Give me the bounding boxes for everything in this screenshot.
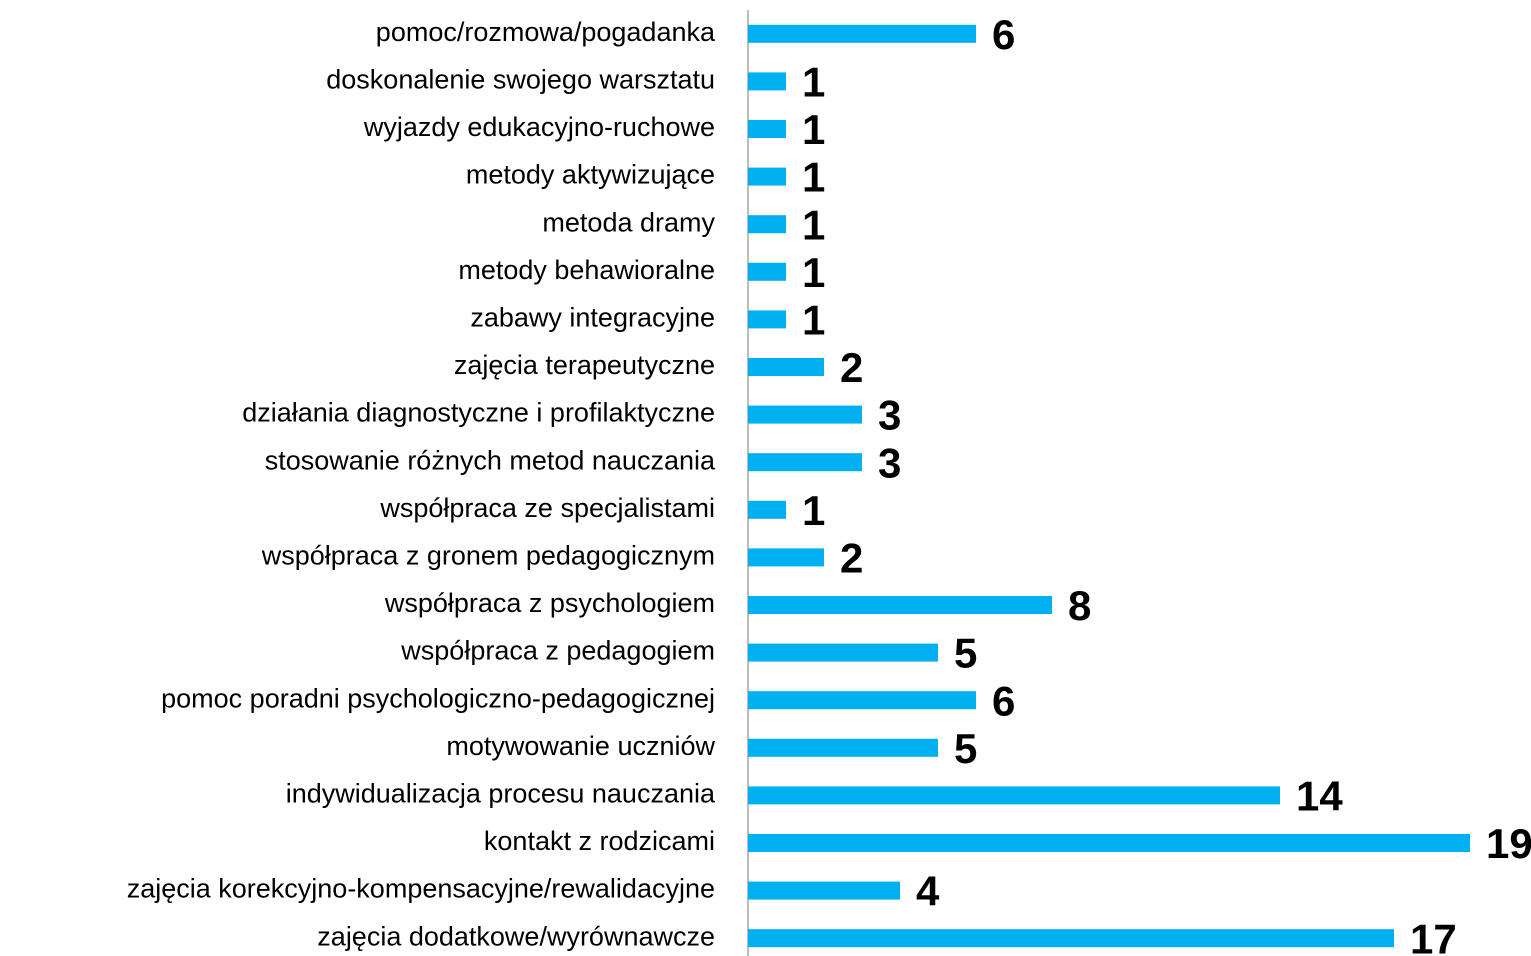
bar (748, 72, 786, 91)
value-label: 1 (802, 106, 825, 153)
category-label: wyjazdy edukacyjno-ruchowe (363, 112, 715, 142)
category-label: indywidualizacja procesu nauczania (286, 779, 716, 809)
bar (748, 929, 1394, 948)
category-label: współpraca ze specjalistami (379, 493, 715, 523)
bar (748, 120, 786, 138)
value-label: 5 (954, 630, 977, 677)
category-label: zajęcia terapeutyczne (454, 350, 715, 380)
category-label: zabawy integracyjne (470, 303, 715, 333)
bar (748, 24, 976, 43)
bar (748, 643, 938, 662)
bar (748, 310, 786, 329)
value-label: 1 (802, 154, 825, 201)
bar (748, 786, 1280, 805)
value-label: 1 (802, 296, 825, 343)
value-label: 2 (840, 534, 863, 581)
category-label: metody aktywizujące (466, 160, 715, 190)
category-label: pomoc/rozmowa/pogadanka (376, 17, 716, 47)
value-label: 6 (992, 677, 1015, 724)
bar (748, 596, 1052, 614)
category-label: kontakt z rodzicami (484, 826, 715, 856)
bar (748, 500, 786, 519)
bar (748, 548, 824, 567)
value-label: 3 (878, 392, 901, 439)
value-label: 1 (802, 58, 825, 105)
value-label: 19 (1486, 820, 1531, 867)
category-label: doskonalenie swojego warsztatu (326, 65, 715, 95)
category-label: stosowanie różnych metod nauczania (265, 445, 716, 475)
category-label: działania diagnostyczne i profilaktyczne (242, 398, 715, 428)
value-label: 1 (802, 249, 825, 296)
category-label: metoda dramy (542, 207, 715, 237)
category-label: pomoc poradni psychologiczno-pedagogiczn… (161, 683, 715, 713)
category-label: współpraca z psychologiem (384, 588, 715, 618)
value-label: 14 (1296, 772, 1343, 819)
value-label: 8 (1068, 582, 1091, 629)
bar (748, 405, 862, 424)
value-label: 6 (992, 11, 1015, 58)
bar (748, 358, 824, 376)
category-label: motywowanie uczniów (446, 731, 715, 761)
value-label: 3 (878, 439, 901, 486)
bar (748, 691, 976, 710)
category-label: zajęcia korekcyjno-kompensacyjne/rewalid… (127, 874, 715, 904)
bar (748, 453, 862, 472)
category-label: metody behawioralne (458, 255, 715, 285)
bar (748, 738, 938, 757)
category-label: zajęcia dodatkowe/wyrównawcze (317, 921, 715, 951)
bar (748, 834, 1470, 852)
bar (748, 881, 900, 900)
value-label: 1 (802, 487, 825, 534)
bar (748, 167, 786, 186)
category-label: współpraca z pedagogiem (400, 636, 715, 666)
value-label: 17 (1410, 915, 1457, 956)
value-label: 4 (916, 868, 940, 915)
value-label: 1 (802, 201, 825, 248)
category-label: współpraca z gronem pedagogicznym (261, 541, 715, 571)
value-label: 5 (954, 725, 977, 772)
value-label: 2 (840, 344, 863, 391)
bar (748, 215, 786, 234)
bar (748, 262, 786, 281)
